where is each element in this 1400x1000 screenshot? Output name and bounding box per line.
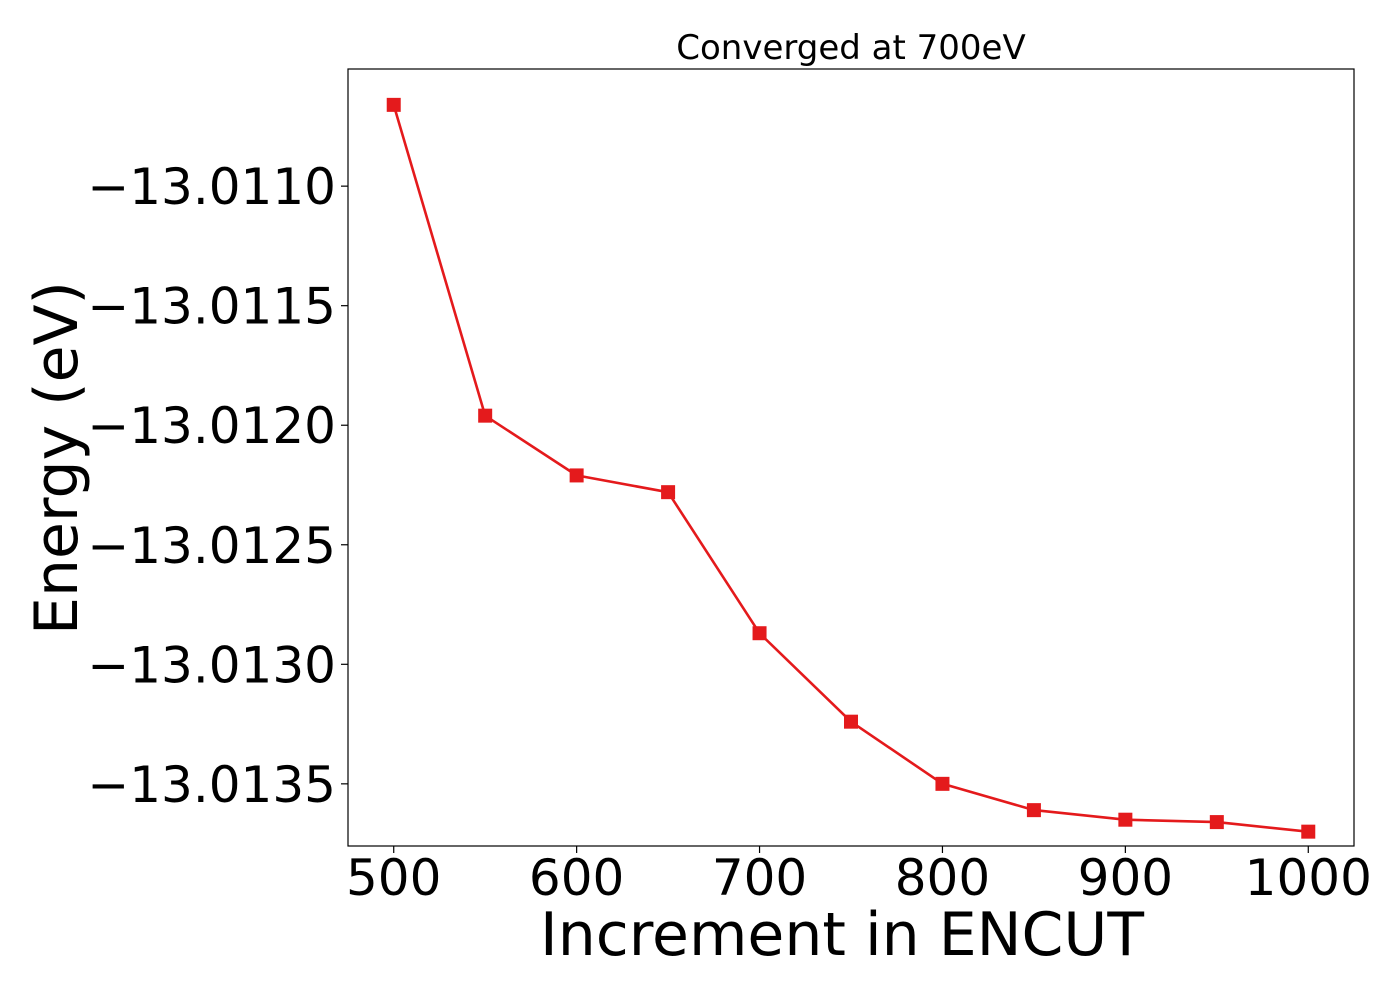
y-tick-label: −13.0125	[87, 517, 336, 575]
x-tick-label: 500	[346, 849, 441, 907]
chart-title: Converged at 700eV	[676, 28, 1025, 68]
data-point-marker	[386, 97, 401, 112]
series-layer	[386, 97, 1316, 839]
data-point-marker	[752, 626, 767, 641]
x-tick-label: 700	[712, 849, 807, 907]
x-tick-label: 900	[1078, 849, 1173, 907]
data-point-marker	[935, 776, 950, 791]
y-tick-label: −13.0135	[87, 756, 336, 814]
data-point-marker	[1118, 812, 1133, 827]
data-point-marker	[478, 408, 493, 423]
x-axis: 500 600 700 800 900 1000	[346, 846, 1372, 907]
data-point-marker	[1301, 824, 1316, 839]
y-axis: −13.0110 −13.0115 −13.0120 −13.0125 −13.0130…	[87, 158, 348, 814]
data-point-marker	[1209, 815, 1224, 830]
data-point-marker	[844, 714, 858, 729]
y-tick-label: −13.0120	[87, 397, 336, 455]
plot-frame	[347, 68, 1355, 847]
y-tick-label: −13.0130	[87, 636, 336, 694]
data-point-marker	[569, 468, 584, 483]
x-tick-label: 1000	[1245, 849, 1372, 907]
x-tick-label: 600	[529, 849, 624, 907]
x-axis-label: Increment in ENCUT	[540, 900, 1144, 970]
x-tick-label: 800	[895, 849, 990, 907]
y-tick-label: −13.0110	[87, 158, 336, 216]
data-point-marker	[1026, 803, 1041, 818]
data-point-marker	[661, 485, 676, 500]
y-tick-label: −13.0115	[87, 278, 336, 336]
y-axis-label: Energy (eV)	[22, 281, 92, 635]
